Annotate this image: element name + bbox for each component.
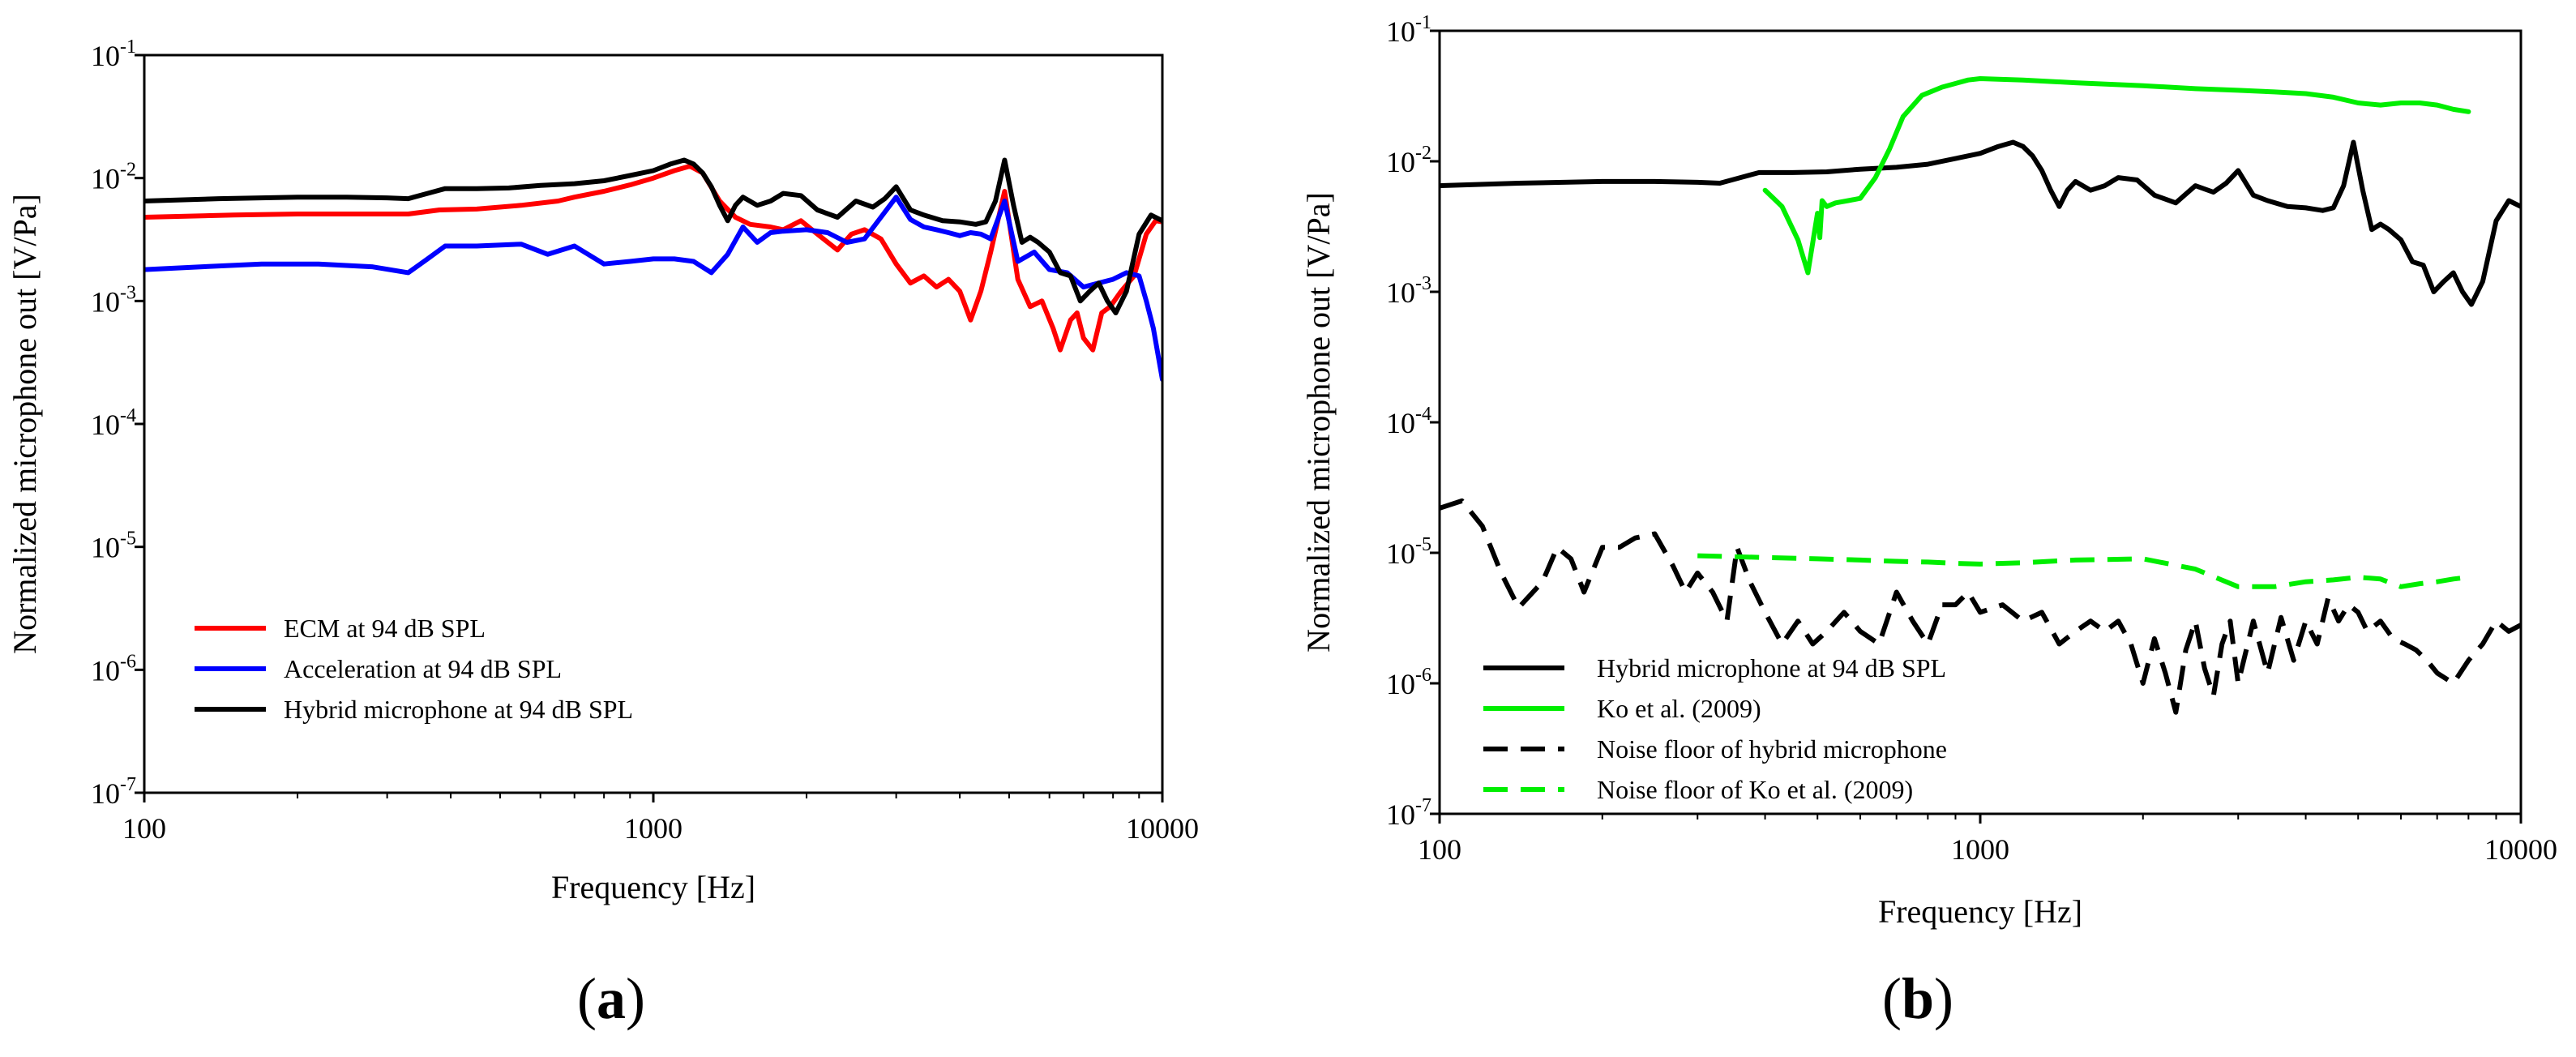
series-line-hybrid-microphone-at-94-db-spl (144, 157, 1162, 315)
y-tick-label: 10-3 (1386, 273, 1431, 309)
y-tick-exponent: -5 (120, 528, 136, 550)
y-tick-exponent: -6 (120, 651, 136, 672)
series-line-ecm-at-94-db-spl (144, 164, 1162, 353)
y-tick-label: 10-6 (1386, 665, 1431, 700)
y-tick-exponent: -2 (1415, 143, 1431, 164)
y-tick-base: 10 (1386, 537, 1415, 570)
y-tick-base: 10 (1386, 276, 1415, 309)
y-tick-exponent: -1 (1415, 12, 1431, 33)
legend-label: Acceleration at 94 dB SPL (284, 654, 562, 683)
y-tick-label: 10-6 (91, 651, 136, 687)
y-tick-base: 10 (91, 777, 120, 810)
legend-b: Hybrid microphone at 94 dB SPL Ko et al. … (1483, 653, 1947, 804)
y-tick-exponent: -4 (120, 405, 136, 426)
y-tick-base: 10 (1386, 146, 1415, 178)
panel-b: Hybrid microphone at 94 dB SPL Ko et al. … (1300, 12, 2557, 1031)
y-tick-base: 10 (1386, 407, 1415, 439)
series-line-noise-floor-of-ko-et-al-2009 (1697, 553, 2469, 589)
y-tick-base: 10 (91, 285, 120, 318)
y-tick-exponent: -4 (1415, 404, 1431, 425)
panel-tag-letter: a (597, 966, 626, 1031)
panel-tag-b: (b) (1882, 966, 1953, 1031)
y-axis-b: 10-710-610-510-410-310-210-1 (1386, 12, 1440, 831)
y-tick-label: 10-3 (91, 282, 136, 318)
y-tick-label: 10-4 (1386, 404, 1431, 439)
y-axis-title-a: Normalized microphone out [V/Pa] (6, 194, 43, 654)
y-tick-exponent: -6 (1415, 665, 1431, 686)
y-tick-label: 10-5 (91, 528, 136, 564)
panel-tag-open: ( (1882, 966, 1902, 1031)
x-tick-label: 10000 (2484, 833, 2557, 866)
y-tick-label: 10-5 (1386, 534, 1431, 570)
y-tick-base: 10 (1386, 798, 1415, 831)
panel-a: ECM at 94 dB SPL Acceleration at 94 dB SP… (6, 36, 1199, 1031)
y-tick-exponent: -2 (120, 160, 136, 181)
series-line-hybrid-microphone-at-94-db-spl (1440, 139, 2521, 307)
y-tick-exponent: -1 (120, 36, 136, 58)
y-tick-base: 10 (91, 409, 120, 441)
panel-tag-open: ( (577, 966, 597, 1031)
legend-label: Noise floor of Ko et al. (2009) (1597, 775, 1913, 804)
x-tick-label: 1000 (624, 812, 683, 845)
y-tick-exponent: -5 (1415, 534, 1431, 555)
y-tick-base: 10 (1386, 668, 1415, 700)
y-tick-exponent: -3 (1415, 273, 1431, 294)
x-tick-label: 100 (1418, 833, 1461, 866)
legend-a: ECM at 94 dB SPL Acceleration at 94 dB SP… (195, 614, 633, 724)
y-tick-base: 10 (91, 654, 120, 687)
y-tick-label: 10-7 (1386, 795, 1431, 831)
y-tick-label: 10-4 (91, 405, 136, 441)
series-line-noise-floor-of-hybrid-microphone (1440, 498, 2521, 715)
x-axis-a: 100 1000 10000 (122, 793, 1199, 845)
y-tick-label: 10-2 (1386, 143, 1431, 178)
panel-tag-close: ) (1934, 966, 1953, 1031)
x-axis-b: 100 1000 10000 (1418, 814, 2557, 866)
series-line-ko-et-al-2009 (1762, 76, 2471, 276)
y-tick-exponent: -7 (120, 774, 136, 795)
y-tick-exponent: -3 (120, 282, 136, 303)
plot-area-a (144, 157, 1162, 383)
y-tick-label: 10-7 (91, 774, 136, 810)
legend-label: Hybrid microphone at 94 dB SPL (1597, 653, 1946, 683)
x-tick-label: 100 (122, 812, 166, 845)
y-axis-title-b: Normalized microphone out [V/Pa] (1300, 192, 1337, 653)
x-axis-title-b: Frequency [Hz] (1878, 893, 2082, 930)
x-axis-title-a: Frequency [Hz] (551, 869, 755, 905)
y-tick-base: 10 (91, 532, 120, 564)
y-tick-label: 10-1 (91, 36, 136, 72)
y-axis-a: 10-710-610-510-410-310-210-1 (91, 36, 144, 810)
legend-label: ECM at 94 dB SPL (284, 614, 486, 643)
plot-area-b (1440, 76, 2521, 715)
legend-label: Noise floor of hybrid microphone (1597, 734, 1947, 764)
panel-tag-close: ) (626, 966, 645, 1031)
y-tick-base: 10 (91, 163, 120, 195)
y-tick-exponent: -7 (1415, 795, 1431, 816)
x-tick-label: 1000 (1951, 833, 2009, 866)
x-tick-label: 10000 (1126, 812, 1199, 845)
y-tick-base: 10 (91, 40, 120, 72)
y-tick-base: 10 (1386, 15, 1415, 48)
panel-tag-letter: b (1902, 966, 1934, 1031)
legend-label: Ko et al. (2009) (1597, 694, 1761, 723)
y-tick-label: 10-2 (91, 160, 136, 195)
y-tick-label: 10-1 (1386, 12, 1431, 48)
legend-label: Hybrid microphone at 94 dB SPL (284, 695, 633, 724)
panel-tag-a: (a) (577, 966, 645, 1031)
